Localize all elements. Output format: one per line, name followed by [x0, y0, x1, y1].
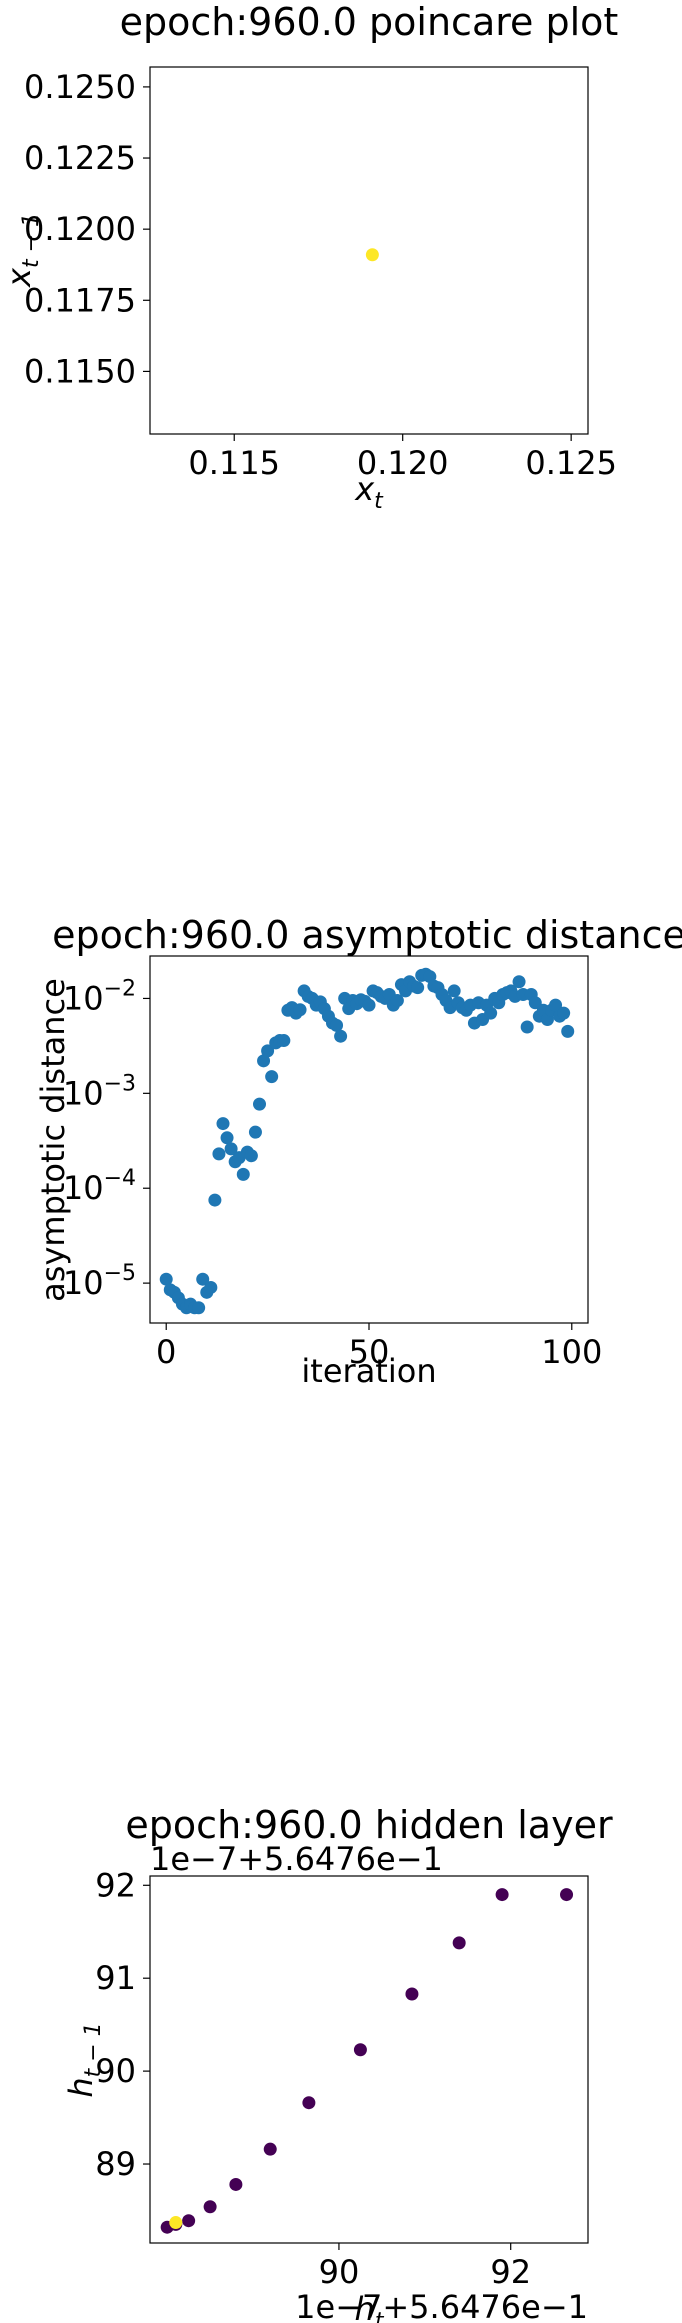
hidden-point — [263, 2142, 277, 2156]
asymptotic-point — [549, 998, 563, 1012]
poincare-x-tick-label: 0.120 — [357, 444, 449, 482]
poincare-plot-area — [149, 66, 589, 435]
asymptotic-point — [248, 1125, 262, 1139]
hidden-point — [229, 2177, 243, 2191]
hidden-point — [182, 2214, 196, 2228]
asymptotic-point — [362, 998, 376, 1012]
asymptotic-y-tick-label: 10−3 — [63, 1071, 136, 1112]
poincare-x-tick-label: 0.115 — [188, 444, 280, 482]
hidden-y-tick-label: 91 — [95, 1959, 136, 1997]
asymptotic-x-tick-label: 50 — [349, 1333, 390, 1371]
asymptotic-point — [159, 1272, 173, 1286]
asymptotic-distance-chart: epoch:960.0 asymptotic distance 0 50 100 1… — [34, 913, 682, 1390]
poincare-y-ticks: 0.1150 0.1175 0.1200 0.1225 0.1250 — [24, 68, 150, 390]
hidden-y-tick-label: 92 — [95, 1866, 136, 1904]
asymptotic-x-ticks: 0 50 100 — [156, 1323, 602, 1371]
asymptotic-point — [208, 1193, 222, 1207]
hidden-x-offset: 1e−7+5.6476e−1 — [295, 2288, 588, 2323]
asymptotic-point — [253, 1097, 266, 1111]
poincare-y-tick-label: 0.1200 — [24, 210, 136, 248]
asymptotic-y-tick-label: 10−4 — [63, 1166, 136, 1207]
hidden-point — [495, 1888, 509, 1902]
hidden-point — [452, 1936, 466, 1950]
hidden-point — [169, 2216, 183, 2230]
asymptotic-point — [236, 1167, 250, 1181]
asymptotic-point — [390, 994, 404, 1008]
poincare-points — [365, 248, 379, 262]
hidden-point — [560, 1888, 574, 1902]
hidden-y-tick-label: 90 — [95, 2052, 136, 2090]
asymptotic-point — [220, 1131, 234, 1145]
asymptotic-point — [277, 1034, 291, 1048]
asymptotic-point — [257, 1054, 271, 1068]
poincare-y-tick-label: 0.1250 — [24, 68, 136, 106]
asymptotic-x-label: iteration — [301, 1352, 436, 1390]
hidden-y-tick-label: 89 — [95, 2145, 136, 2183]
asymptotic-point — [261, 1044, 275, 1058]
poincare-y-tick-label: 0.1150 — [24, 352, 136, 390]
poincare-y-label: xt − 1 — [0, 213, 44, 288]
poincare-y-tick-label: 0.1175 — [24, 281, 136, 319]
hidden-x-tick-label: 92 — [490, 2253, 531, 2291]
asymptotic-point — [196, 1272, 210, 1286]
asymptotic-point — [512, 975, 526, 989]
asymptotic-point — [224, 1142, 238, 1156]
asymptotic-point — [265, 1070, 279, 1084]
hidden-x-ticks: 90 92 — [319, 2243, 531, 2291]
asymptotic-points — [159, 967, 575, 1315]
hidden-point — [302, 2096, 316, 2110]
hidden-point — [353, 2043, 367, 2057]
hidden-y-label: ht − 1 — [62, 2022, 106, 2097]
asymptotic-point — [204, 1280, 218, 1294]
asymptotic-point — [212, 1147, 226, 1161]
poincare-x-ticks: 0.115 0.120 0.125 — [188, 434, 617, 482]
asymptotic-point — [330, 1018, 344, 1032]
poincare-x-tick-label: 0.125 — [525, 444, 617, 482]
poincare-y-tick-label: 0.1225 — [24, 139, 136, 177]
asymptotic-point — [520, 1020, 534, 1034]
hidden-point — [405, 1987, 419, 2001]
asymptotic-point — [561, 1024, 575, 1038]
asymptotic-x-tick-label: 0 — [156, 1333, 176, 1371]
asymptotic-point — [293, 1003, 307, 1017]
poincare-title: epoch:960.0 poincare plot — [120, 0, 619, 44]
asymptotic-point — [557, 1006, 571, 1020]
asymptotic-point — [447, 984, 461, 998]
asymptotic-y-tick-label: 10−5 — [63, 1261, 136, 1302]
hidden-point — [203, 2200, 217, 2214]
asymptotic-y-label: asymptotic distance — [34, 978, 72, 1302]
asymptotic-point — [334, 1029, 348, 1043]
asymptotic-y-ticks: 10−5 10−4 10−3 10−2 — [63, 976, 150, 1302]
asymptotic-point — [244, 1149, 258, 1163]
hidden-y-ticks: 89 90 91 92 — [95, 1866, 150, 2183]
asymptotic-x-tick-label: 100 — [541, 1333, 602, 1371]
hidden-points — [160, 1888, 574, 2234]
asymptotic-point — [216, 1117, 230, 1131]
hidden-x-tick-label: 90 — [319, 2253, 360, 2291]
hidden-layer-chart: epoch:960.0 hidden layer 1e−7+5.6476e−1 … — [62, 1803, 613, 2323]
poincare-plot-chart: epoch:960.0 poincare plot 0.115 0.120 0.12… — [0, 0, 619, 514]
hidden-title: epoch:960.0 hidden layer — [125, 1803, 613, 1847]
hidden-plot-area — [149, 1875, 589, 2244]
asymptotic-point — [484, 1006, 498, 1020]
poincare-point — [365, 248, 379, 262]
asymptotic-point — [192, 1301, 206, 1315]
asymptotic-title: epoch:960.0 asymptotic distance — [52, 913, 682, 957]
asymptotic-y-tick-label: 10−2 — [63, 976, 136, 1017]
asymptotic-point — [411, 981, 425, 995]
hidden-y-offset: 1e−7+5.6476e−1 — [150, 1840, 443, 1878]
